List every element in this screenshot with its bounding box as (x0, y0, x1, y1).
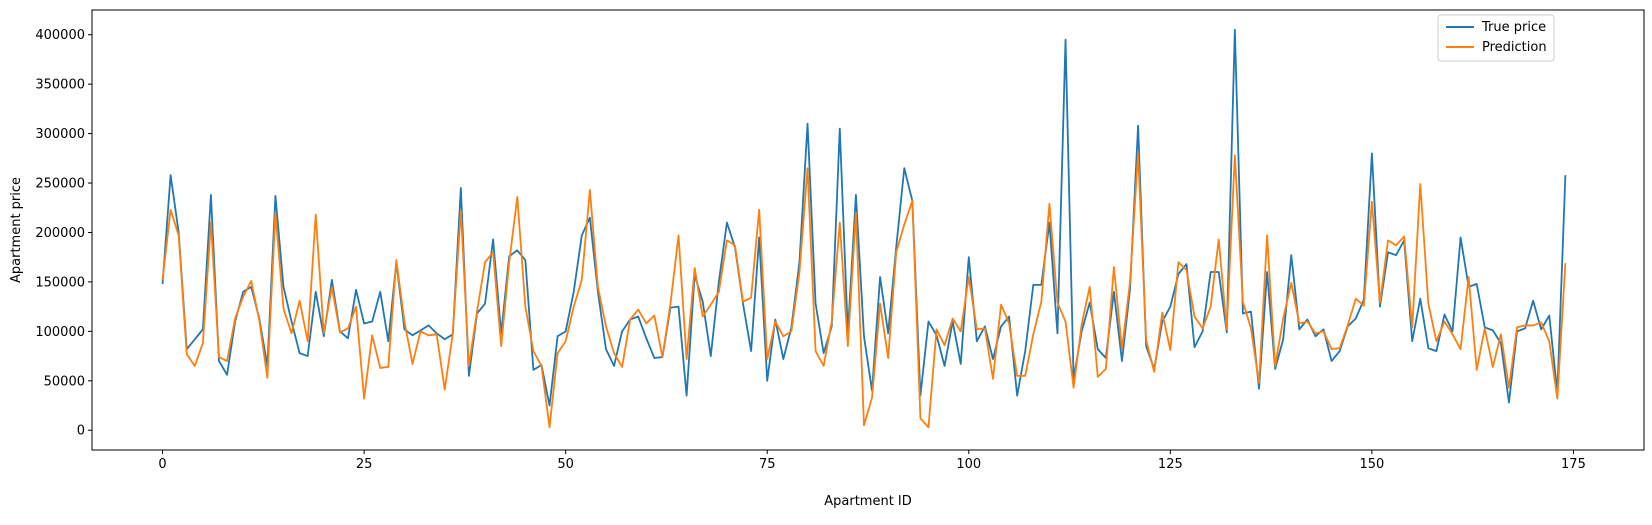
y-tick-label: 350000 (35, 78, 85, 93)
y-tick-label: 150000 (35, 275, 85, 290)
y-tick-label: 250000 (35, 177, 85, 192)
legend-label-prediction: Prediction (1482, 40, 1547, 55)
x-tick-label: 75 (759, 457, 776, 472)
x-axis: 0 25 50 75 100 125 150 175 (158, 450, 1586, 472)
x-tick-label: 125 (1158, 457, 1183, 472)
y-tick-label: 50000 (44, 374, 85, 389)
legend-label-true-price: True price (1481, 20, 1546, 35)
series-layer (161, 28, 1567, 429)
plot-frame (91, 9, 1645, 451)
x-tick-label: 0 (158, 457, 166, 472)
legend: True price Prediction (1437, 14, 1555, 62)
y-axis: 0 50000 100000 150000 200000 250000 300000 3500… (35, 28, 92, 439)
series-line-prediction (161, 152, 1567, 429)
y-tick-label: 400000 (35, 28, 85, 43)
x-tick-label: 25 (356, 457, 373, 472)
y-tick-label: 0 (77, 424, 85, 439)
x-tick-label: 100 (956, 457, 981, 472)
x-tick-label: 50 (557, 457, 574, 472)
x-tick-label: 175 (1561, 457, 1586, 472)
y-tick-label: 200000 (35, 226, 85, 241)
y-tick-label: 300000 (35, 127, 85, 142)
plot-area (92, 10, 1644, 450)
y-axis-label: Apartment price (9, 177, 24, 283)
x-tick-label: 150 (1359, 457, 1384, 472)
x-axis-label: Apartment ID (824, 494, 912, 509)
y-tick-label: 100000 (35, 325, 85, 340)
